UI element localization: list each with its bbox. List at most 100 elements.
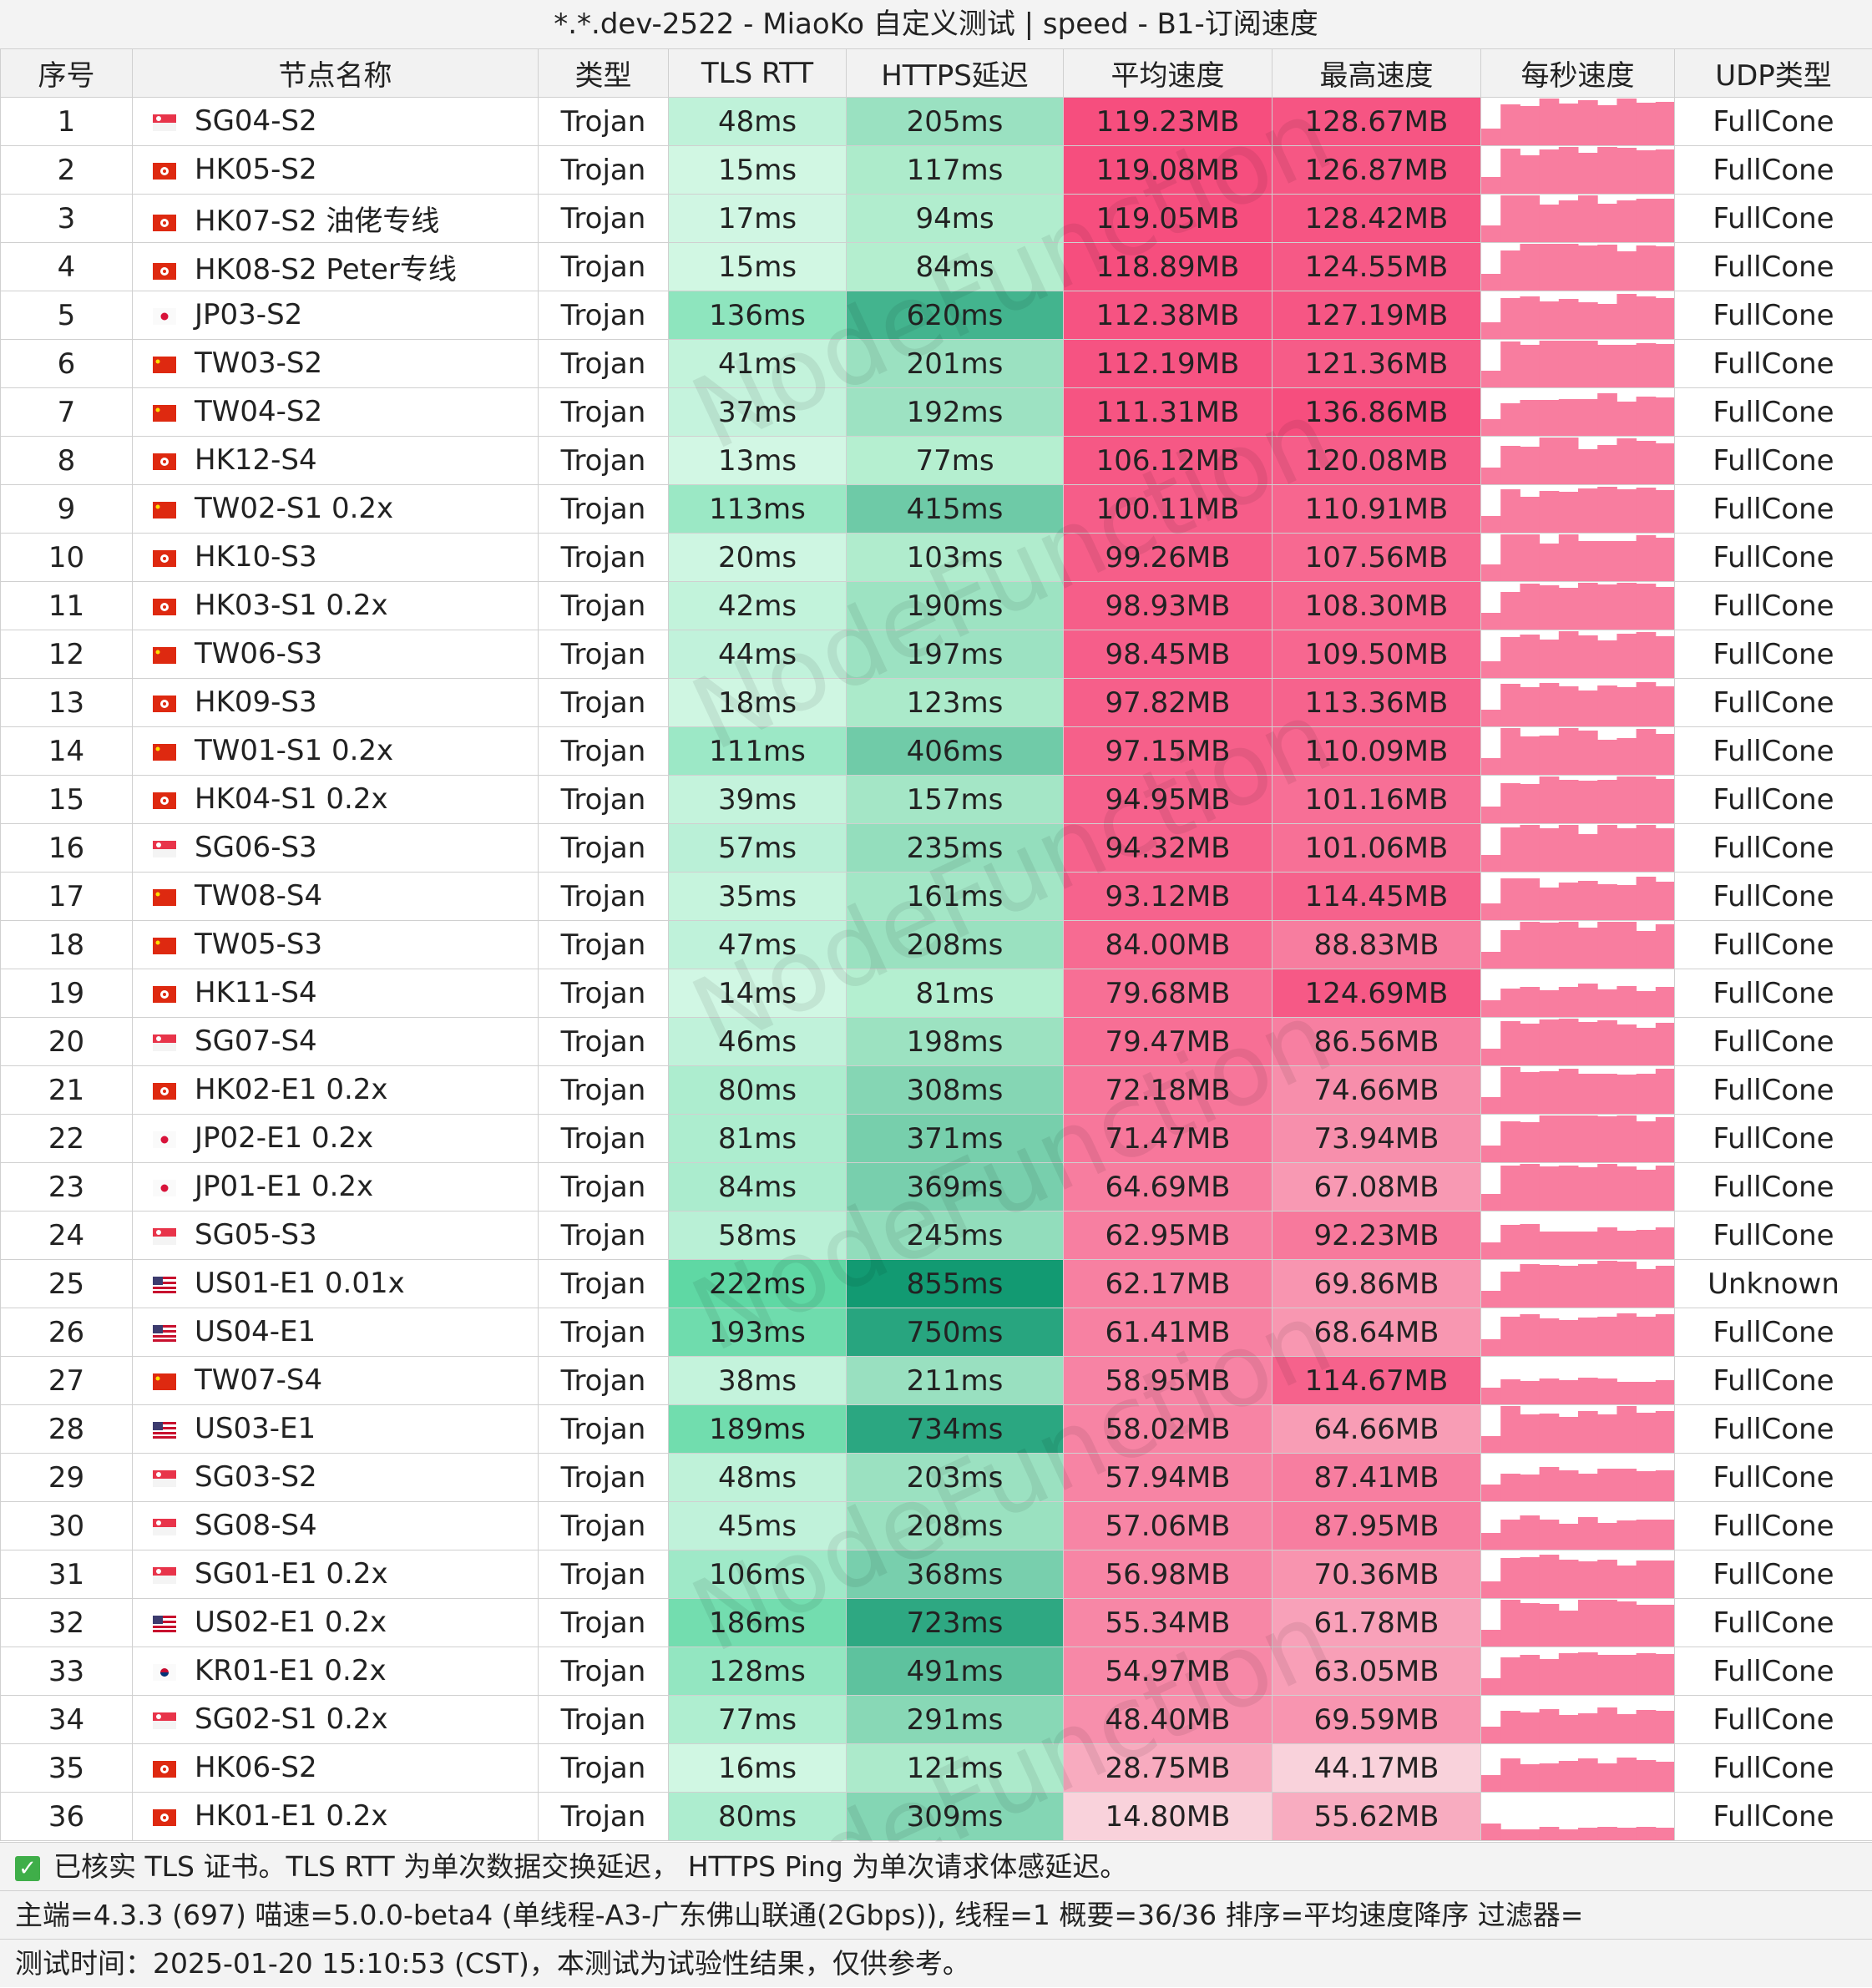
node-type: Trojan: [539, 485, 669, 534]
speed-bar: [1597, 640, 1617, 678]
avg-speed: 119.05MB: [1064, 195, 1272, 243]
footer-note: ✓已核实 TLS 证书。TLS RTT 为单次数据交换延迟， HTTPS Pin…: [0, 1842, 1872, 1890]
column-header[interactable]: 节点名称: [133, 49, 539, 98]
speed-bar: [1540, 1318, 1560, 1356]
speed-bar: [1578, 1474, 1598, 1501]
node-name: TW04-S2: [195, 395, 322, 428]
speed-bar: [1597, 487, 1617, 533]
column-header[interactable]: HTTPS延迟: [847, 49, 1064, 98]
node-name-cell: SG03-S2: [133, 1454, 539, 1502]
speed-bar: [1520, 497, 1540, 533]
tls-rtt: 111ms: [669, 727, 847, 776]
node-name: HK09-S3: [195, 685, 317, 719]
speed-bar: [1578, 1713, 1598, 1743]
speed-bar: [1597, 1074, 1617, 1114]
speed-bar: [1500, 827, 1520, 872]
flag-sg-icon: [153, 1219, 176, 1252]
speed-bar: [1597, 245, 1617, 291]
avg-speed: 14.80MB: [1064, 1793, 1272, 1841]
https-latency: 121ms: [847, 1744, 1064, 1793]
speed-bar: [1597, 1227, 1617, 1259]
node-name-cell: TW03-S2: [133, 340, 539, 388]
per-second-speed-chart: [1481, 1793, 1675, 1841]
speed-bar: [1597, 1523, 1617, 1550]
speed-bar: [1578, 731, 1598, 775]
max-speed: 124.69MB: [1272, 969, 1481, 1018]
speed-bar: [1500, 250, 1520, 291]
avg-speed: 57.06MB: [1064, 1502, 1272, 1550]
flag-hk-icon: [153, 541, 176, 574]
udp-type: FullCone: [1675, 630, 1872, 679]
avg-speed: 97.82MB: [1064, 679, 1272, 727]
per-second-speed-chart: [1481, 727, 1675, 776]
max-speed: 88.83MB: [1272, 921, 1481, 969]
footer-time: 测试时间：2025-01-20 15:10:53 (CST)，本测试为试验性结果…: [0, 1939, 1872, 1987]
speed-bar: [1597, 685, 1617, 726]
column-header[interactable]: UDP类型: [1675, 49, 1872, 98]
speed-bar: [1616, 1262, 1637, 1308]
column-header[interactable]: 序号: [1, 49, 133, 98]
per-second-speed-chart: [1481, 1357, 1675, 1405]
column-header[interactable]: 平均速度: [1064, 49, 1272, 98]
speed-bar: [1597, 922, 1617, 969]
https-latency: 77ms: [847, 437, 1064, 485]
footer-info: 主端=4.3.3 (697) 喵速=5.0.0-beta4 (单线程-A3-广东…: [0, 1890, 1872, 1939]
max-speed: 63.05MB: [1272, 1647, 1481, 1696]
row-index: 20: [1, 1018, 133, 1066]
https-latency: 117ms: [847, 146, 1064, 195]
per-second-speed-chart: [1481, 1744, 1675, 1793]
tls-rtt: 18ms: [669, 679, 847, 727]
column-header[interactable]: 每秒速度: [1481, 49, 1675, 98]
max-speed: 86.56MB: [1272, 1018, 1481, 1066]
speed-bar: [1656, 686, 1675, 726]
tls-rtt: 113ms: [669, 485, 847, 534]
column-header[interactable]: 最高速度: [1272, 49, 1481, 98]
speed-bar: [1540, 1378, 1560, 1404]
speed-bar: [1559, 1115, 1579, 1162]
column-header[interactable]: TLS RTT: [669, 49, 847, 98]
column-header[interactable]: 类型: [539, 49, 669, 98]
flag-hk-icon: [153, 1800, 176, 1834]
flag-us-icon: [153, 1267, 176, 1301]
udp-type: FullCone: [1675, 727, 1872, 776]
speed-bar: [1597, 1707, 1617, 1743]
per-second-speed-chart: [1481, 243, 1675, 291]
tls-rtt: 57ms: [669, 824, 847, 873]
